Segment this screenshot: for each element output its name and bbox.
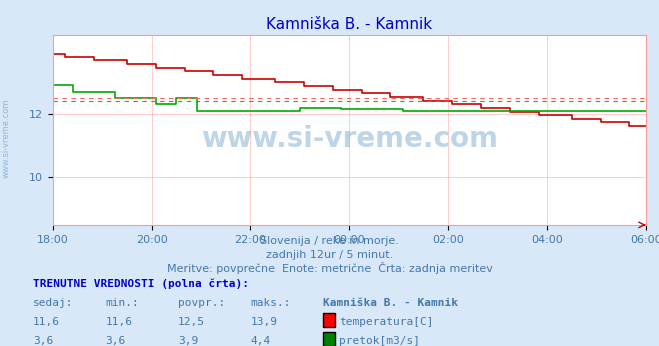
Text: 13,9: 13,9 xyxy=(250,317,277,327)
Text: 3,6: 3,6 xyxy=(33,336,53,346)
Text: 11,6: 11,6 xyxy=(105,317,132,327)
Text: min.:: min.: xyxy=(105,298,139,308)
Text: maks.:: maks.: xyxy=(250,298,291,308)
Title: Kamniška B. - Kamnik: Kamniška B. - Kamnik xyxy=(266,17,432,32)
Text: sedaj:: sedaj: xyxy=(33,298,73,308)
Text: Meritve: povprečne  Enote: metrične  Črta: zadnja meritev: Meritve: povprečne Enote: metrične Črta:… xyxy=(167,262,492,274)
Text: TRENUTNE VREDNOSTI (polna črta):: TRENUTNE VREDNOSTI (polna črta): xyxy=(33,279,249,289)
Text: 4,4: 4,4 xyxy=(250,336,271,346)
Text: 12,5: 12,5 xyxy=(178,317,205,327)
Text: povpr.:: povpr.: xyxy=(178,298,225,308)
Text: Slovenija / reke in morje.: Slovenija / reke in morje. xyxy=(260,236,399,246)
Text: 3,9: 3,9 xyxy=(178,336,198,346)
Text: Kamniška B. - Kamnik: Kamniška B. - Kamnik xyxy=(323,298,458,308)
Text: zadnjih 12ur / 5 minut.: zadnjih 12ur / 5 minut. xyxy=(266,250,393,260)
Text: 11,6: 11,6 xyxy=(33,317,60,327)
Text: www.si-vreme.com: www.si-vreme.com xyxy=(2,99,11,178)
Text: www.si-vreme.com: www.si-vreme.com xyxy=(201,125,498,153)
Text: temperatura[C]: temperatura[C] xyxy=(339,317,434,327)
Text: 3,6: 3,6 xyxy=(105,336,126,346)
Text: pretok[m3/s]: pretok[m3/s] xyxy=(339,336,420,346)
